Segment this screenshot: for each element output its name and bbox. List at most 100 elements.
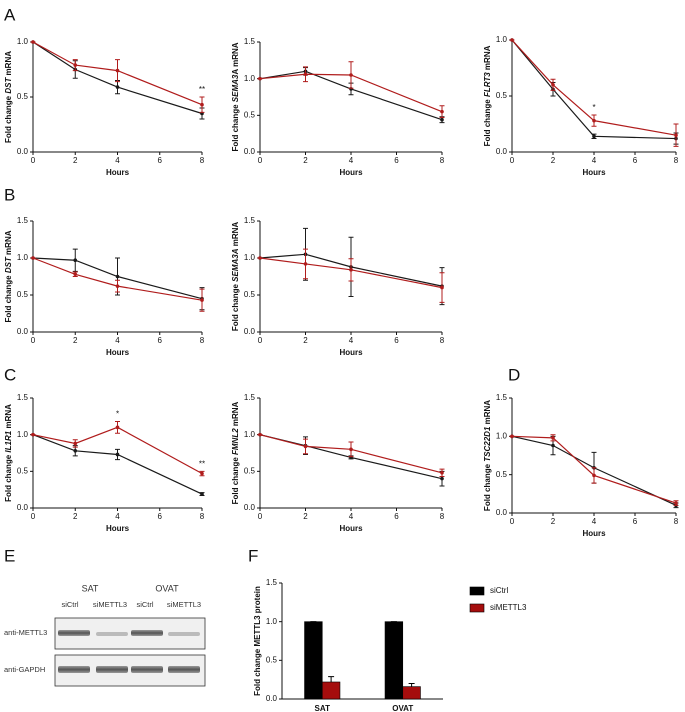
x-tick-label: 0: [258, 336, 263, 345]
data-point: [592, 134, 596, 139]
x-tick-label: 0: [510, 156, 515, 165]
data-point: [73, 449, 78, 453]
x-tick-label: 8: [674, 517, 679, 526]
x-tick-label: 2: [73, 512, 78, 521]
data-point: [115, 452, 120, 457]
data-point: [115, 274, 120, 279]
y-axis-label-part: mRNA: [4, 230, 13, 257]
x-tick-label: 8: [440, 512, 445, 521]
series-line: [32, 257, 203, 301]
y-axis-label: Fold change IL1R1 mRNA: [4, 404, 13, 502]
y-axis-label: Fold change FLRT3 mRNA: [483, 45, 492, 146]
x-tick-label: 8: [440, 156, 445, 165]
blot-band: [58, 666, 90, 673]
x-tick-label: 4: [115, 512, 120, 521]
y-axis-label-part: FMNL2: [231, 428, 240, 455]
y-tick-label: 1.0: [17, 430, 29, 439]
y-tick-label: 0.0: [244, 503, 256, 512]
x-tick-label: 6: [394, 512, 399, 521]
panel-label: D: [508, 365, 520, 384]
western-blot: SAT OVAT siCtrl siMETTL3 siCtrl siMETTL3…: [4, 583, 206, 687]
y-tick-label: 0.5: [244, 110, 256, 119]
x-tick-label: 2: [73, 156, 78, 165]
significance-mark: **: [199, 85, 205, 94]
x-axis-label: Hours: [339, 348, 363, 357]
x-tick-label: 4: [592, 517, 597, 526]
data-point: [73, 63, 78, 67]
panel-label: B: [4, 185, 15, 204]
y-axis-label-part: SEMA3A: [231, 248, 240, 282]
x-axis-label: Hours: [339, 168, 363, 177]
y-tick-label: 0.5: [17, 92, 29, 101]
chart: 0.0 0.5 1.0 1.5 Fold change DST mRNA 0 2 4 6 8 Hou…: [4, 216, 205, 357]
data-point: [258, 256, 262, 260]
x-tick-label: 8: [674, 156, 679, 165]
blot-band: [168, 632, 200, 636]
y-tick-label: 1.0: [244, 74, 256, 83]
y-tick-label: 0.0: [17, 327, 29, 336]
y-tick-label: 1.5: [244, 393, 256, 402]
error-bar: [408, 683, 415, 687]
data-point: [200, 492, 204, 496]
series-line: [32, 426, 203, 475]
data-point: [440, 285, 444, 290]
blot-band: [131, 630, 163, 636]
data-point: [349, 447, 353, 452]
x-tick-label: 6: [158, 336, 163, 345]
y-tick-label: 0.5: [496, 470, 508, 479]
bar: [321, 681, 341, 700]
data-point: [200, 298, 204, 302]
y-axis-label-part: mRNA: [4, 404, 13, 431]
data-point: [592, 473, 596, 478]
x-tick-label: 4: [592, 156, 597, 165]
y-tick-label: 0.0: [496, 508, 508, 517]
blot-band: [168, 666, 200, 673]
blot-band: [96, 632, 128, 636]
chart: 0.0 0.5 1.0 1.5 Fold change IL1R1 mRNA 0 2 4 6 8 H…: [4, 393, 205, 533]
x-tick-label: 8: [200, 156, 205, 165]
x-tick-label: 6: [633, 156, 638, 165]
data-point: [674, 133, 678, 137]
y-axis-label-part: Fold change: [4, 273, 13, 322]
y-axis-label: Fold change METTL3 protein: [253, 586, 262, 696]
blot-lane: siCtrl: [136, 600, 153, 609]
y-axis-label-part: Fold change: [231, 455, 240, 504]
y-axis-label-part: Fold change: [231, 282, 240, 331]
y-tick-label: 0.0: [244, 147, 256, 156]
y-axis-label: Fold change SEMA3A mRNA: [231, 42, 240, 151]
y-axis-label-part: mRNA: [231, 401, 240, 428]
x-tick-label: 0: [258, 512, 263, 521]
data-point: [31, 432, 35, 437]
x-tick-label: 4: [115, 156, 120, 165]
y-axis-label-part: mRNA: [483, 45, 492, 72]
x-tick-label: 6: [394, 336, 399, 345]
series-line: [259, 73, 443, 113]
y-axis-label-part: mRNA: [483, 400, 492, 427]
y-tick-label: 1.0: [266, 617, 278, 626]
data-point: [73, 441, 78, 446]
x-tick-label: 2: [303, 512, 308, 521]
y-axis-label: Fold change FMNL2 mRNA: [231, 401, 240, 504]
legend-swatch: [469, 586, 485, 596]
legend-label: siMETTL3: [490, 603, 527, 612]
blot-lane: siMETTL3: [167, 600, 201, 609]
data-point: [674, 501, 678, 505]
x-tick-label: 2: [551, 156, 556, 165]
chart: 0.0 0.5 1.0 Fold change FLRT3 mRNA 0 2 4 6 8 Hour…: [483, 35, 679, 177]
x-tick-label: 6: [158, 512, 163, 521]
y-tick-label: 1.5: [244, 216, 256, 225]
legend-label: siCtrl: [490, 586, 508, 595]
y-axis-label: Fold change DST mRNA: [4, 230, 13, 322]
data-point: [510, 434, 514, 439]
significance-mark: *: [592, 103, 595, 112]
x-tick-label: SAT: [315, 704, 331, 712]
y-axis-label-part: IL1R1: [4, 430, 13, 452]
x-axis-label: Hours: [582, 168, 606, 177]
data-point: [510, 38, 514, 42]
panel-label: F: [248, 546, 258, 565]
x-tick-label: 0: [258, 156, 263, 165]
blot-antibody: anti-METTL3: [4, 628, 47, 637]
panel-label: E: [4, 546, 15, 565]
blot-band: [131, 666, 163, 673]
data-point: [440, 476, 444, 481]
